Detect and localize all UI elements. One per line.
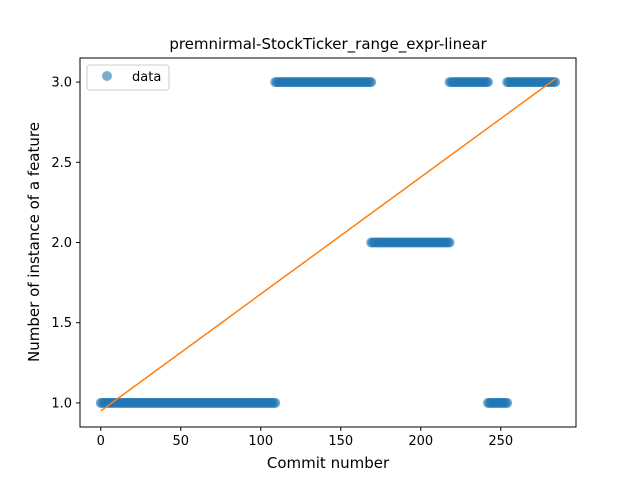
data-point [502,397,513,408]
y-tick-label: 3.0 [51,76,72,91]
data-point [444,237,455,248]
legend-label: data [132,70,161,85]
x-tick-label: 50 [173,434,190,449]
x-axis: 0 50 100 150 200 250 [97,427,513,449]
legend: data [86,64,170,91]
legend-marker [102,71,112,81]
y-axis: 1.0 1.5 2.0 2.5 3.0 [51,76,80,411]
x-tick-label: 0 [97,434,105,449]
y-tick-label: 1.5 [51,316,72,331]
chart-title: premnirmal-StockTicker_range_expr-linear [169,35,487,54]
x-tick-label: 100 [248,434,273,449]
x-axis-label: Commit number [267,454,390,472]
y-tick-label: 1.0 [51,396,72,411]
x-tick-label: 250 [488,434,513,449]
data-point [270,397,281,408]
x-tick-label: 200 [408,434,433,449]
fit-line [100,78,556,412]
data-series [95,77,561,408]
fit-line-layer [100,78,556,412]
y-axis-label: Number of instance of a feature [25,122,43,362]
data-point [366,77,377,88]
y-tick-label: 2.5 [51,156,72,171]
x-tick-label: 150 [328,434,353,449]
data-point [550,77,561,88]
y-tick-label: 2.0 [51,236,72,251]
data-point [483,77,493,88]
